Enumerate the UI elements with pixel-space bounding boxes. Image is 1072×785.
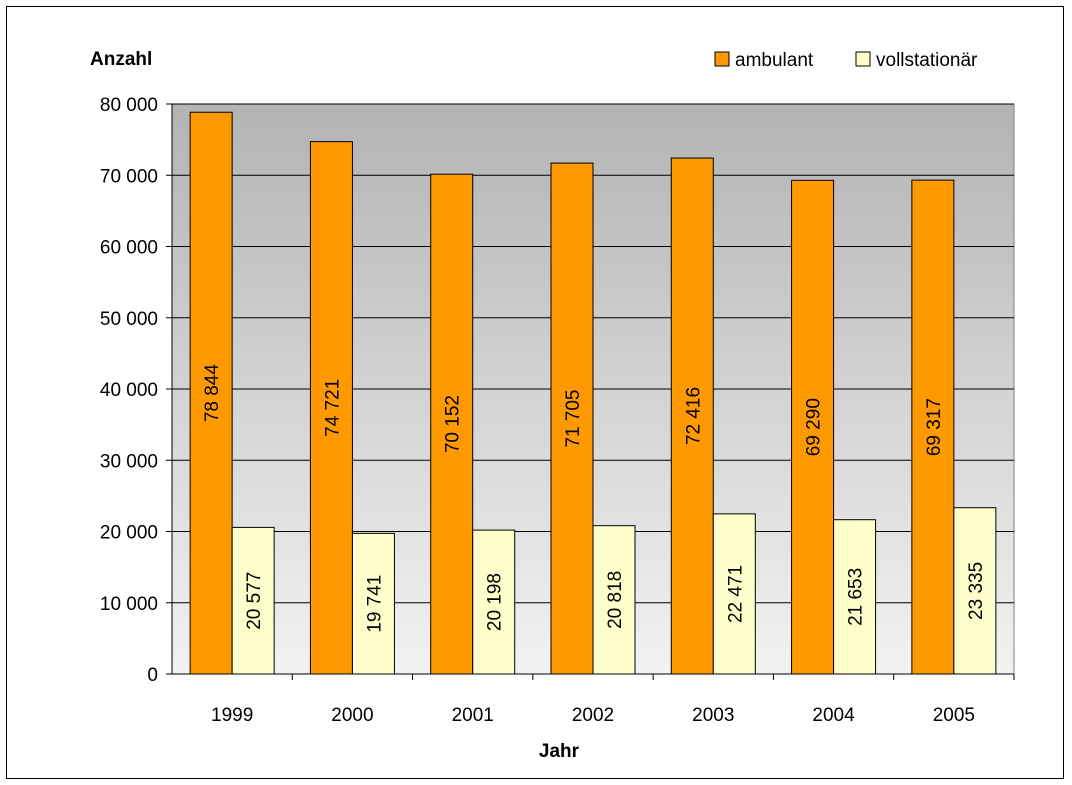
legend-label-ambulant: ambulant [735, 50, 814, 71]
bar-vollstationr [472, 529, 516, 675]
data-label: 72 416 [683, 387, 704, 445]
legend-label-vollstationaer: vollstationär [876, 50, 978, 71]
data-label: 74 721 [322, 379, 343, 437]
legend-swatch-ambulant [714, 51, 730, 67]
bar-vollstationr [712, 513, 756, 675]
y-axis-title: Anzahl [90, 49, 152, 70]
bar-vollstationr [231, 526, 275, 675]
bar-vollstationr [592, 525, 636, 675]
x-tick-label: 2000 [331, 705, 373, 726]
tick-labels: 0 10 000 20 000 30 000 40 000 50 000 60 000 70 … [100, 95, 1015, 726]
x-tick-label: 2002 [572, 705, 614, 726]
y-tick-label: 70 000 [100, 166, 158, 187]
bar-ambulant [911, 179, 955, 675]
data-label: 71 705 [563, 389, 584, 447]
data-label: 20 577 [244, 572, 265, 630]
bar-ambulant [430, 173, 474, 675]
y-tick-label: 80 000 [100, 95, 158, 116]
bar-vollstationr [351, 532, 395, 675]
data-label: 20 818 [605, 571, 626, 629]
legend: ambulant vollstationär [714, 50, 978, 71]
x-tick-label: 2005 [933, 705, 975, 726]
data-label: 19 741 [364, 575, 385, 633]
x-axis-title: Jahr [539, 741, 580, 762]
bars [189, 111, 997, 675]
x-tick-label: 2004 [812, 705, 855, 726]
data-label: 70 152 [443, 395, 464, 453]
x-tick-label: 2003 [692, 705, 734, 726]
y-tick-label: 30 000 [100, 451, 158, 472]
x-tick-label: 1999 [211, 705, 253, 726]
data-label: 23 335 [966, 562, 987, 620]
y-tick-label: 20 000 [100, 523, 158, 544]
y-tick-label: 0 [147, 665, 158, 686]
bar-vollstationr [953, 507, 997, 675]
y-tick-label: 40 000 [100, 380, 158, 401]
y-tick-label: 60 000 [100, 238, 158, 259]
legend-swatch-vollstationaer [855, 51, 871, 67]
bar-ambulant [670, 157, 714, 675]
bar-ambulant [309, 141, 353, 675]
bar-vollstationr [833, 519, 877, 675]
data-label: 78 844 [202, 364, 223, 423]
bar-ambulant [189, 111, 233, 675]
x-tick-label: 2001 [452, 705, 494, 726]
data-label: 69 290 [804, 398, 825, 456]
data-label: 21 653 [846, 568, 867, 626]
data-label: 69 317 [924, 398, 945, 456]
data-label: 20 198 [485, 573, 506, 631]
data-label: 22 471 [725, 565, 746, 623]
data-labels: 78 844 20 577 74 721 19 741 70 152 20 198 71 7… [202, 364, 987, 633]
y-tick-label: 50 000 [100, 309, 158, 330]
y-tick-label: 10 000 [100, 594, 158, 615]
